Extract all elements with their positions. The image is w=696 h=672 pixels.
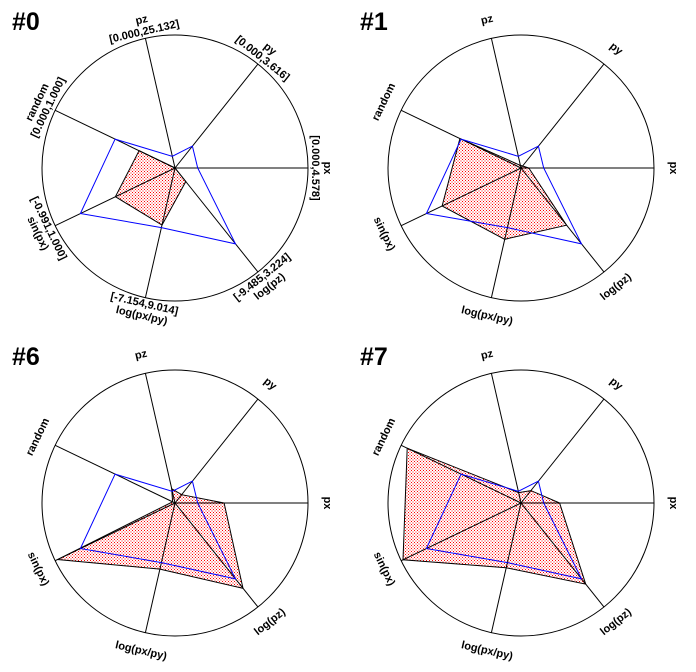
- variable-name: px: [321, 161, 333, 175]
- entry-polygon: [114, 150, 187, 226]
- axis-py: [174, 398, 259, 504]
- spider-panel-0: #0 px [0.000,4.578] py [0.000,3.616] pz [0.000…: [0, 0, 348, 336]
- axis-log-pz: [520, 502, 605, 608]
- variable-name: px: [321, 496, 333, 510]
- axis-log-px-py: [144, 167, 176, 298]
- spider-panel-2: #6 px py pz random sin(px) log(px/py) log(pz): [0, 335, 348, 671]
- variable-name: pz: [133, 347, 149, 363]
- axis-label-pz: pz: [134, 348, 149, 362]
- spider-chart: [387, 369, 655, 637]
- axis-label-pz: pz: [480, 348, 495, 362]
- entry-title: #7: [360, 343, 388, 371]
- variable-range: [0.000,4.578]: [309, 135, 321, 201]
- entry-polygon: [441, 137, 568, 240]
- axis-sin-px: [400, 502, 522, 562]
- spider-panel-3: #7 px py pz random sin(px) log(px/py) log(pz): [348, 335, 696, 671]
- axis-label-pz: pz: [480, 13, 495, 27]
- axis-log-pz: [174, 167, 259, 273]
- spider-panel-1: #1 px py pz random sin(px) log(px/py) log(pz): [348, 0, 696, 336]
- axis-py: [520, 63, 605, 169]
- axis-pz: [144, 373, 176, 504]
- variable-name: px: [667, 161, 679, 175]
- axis-label-px: px: [667, 162, 679, 175]
- axis-pz: [490, 373, 522, 504]
- average-polygon: [79, 138, 237, 245]
- axis-py: [174, 63, 259, 169]
- axis-sin-px: [400, 167, 522, 227]
- entry-title: #0: [12, 8, 40, 36]
- axis-log-px-py: [144, 502, 176, 633]
- entry-title: #6: [12, 343, 40, 371]
- axis-label-px: px: [667, 497, 679, 510]
- variable-name: px: [667, 496, 679, 510]
- entry-title: #1: [360, 8, 388, 36]
- spider-chart: [41, 369, 309, 637]
- variable-name: pz: [479, 347, 495, 363]
- axis-log-pz: [520, 167, 605, 273]
- axis-py: [520, 398, 605, 504]
- axis-label-px: px: [321, 497, 333, 510]
- spider-chart: [387, 34, 655, 302]
- axis-log-px-py: [490, 502, 522, 633]
- spider-chart: [41, 34, 309, 302]
- axis-log-px-py: [490, 167, 522, 298]
- axis-label-px: px [0.000,4.578]: [309, 135, 333, 200]
- axis-pz: [490, 38, 522, 169]
- axis-sin-px: [54, 502, 176, 562]
- variable-name: pz: [479, 12, 495, 28]
- average-polygon: [79, 473, 237, 580]
- axis-sin-px: [54, 167, 176, 227]
- average-polygon: [425, 473, 583, 580]
- entry-polygon: [55, 487, 244, 589]
- axis-log-pz: [174, 502, 259, 608]
- axis-pz: [144, 38, 176, 169]
- average-polygon: [425, 138, 583, 245]
